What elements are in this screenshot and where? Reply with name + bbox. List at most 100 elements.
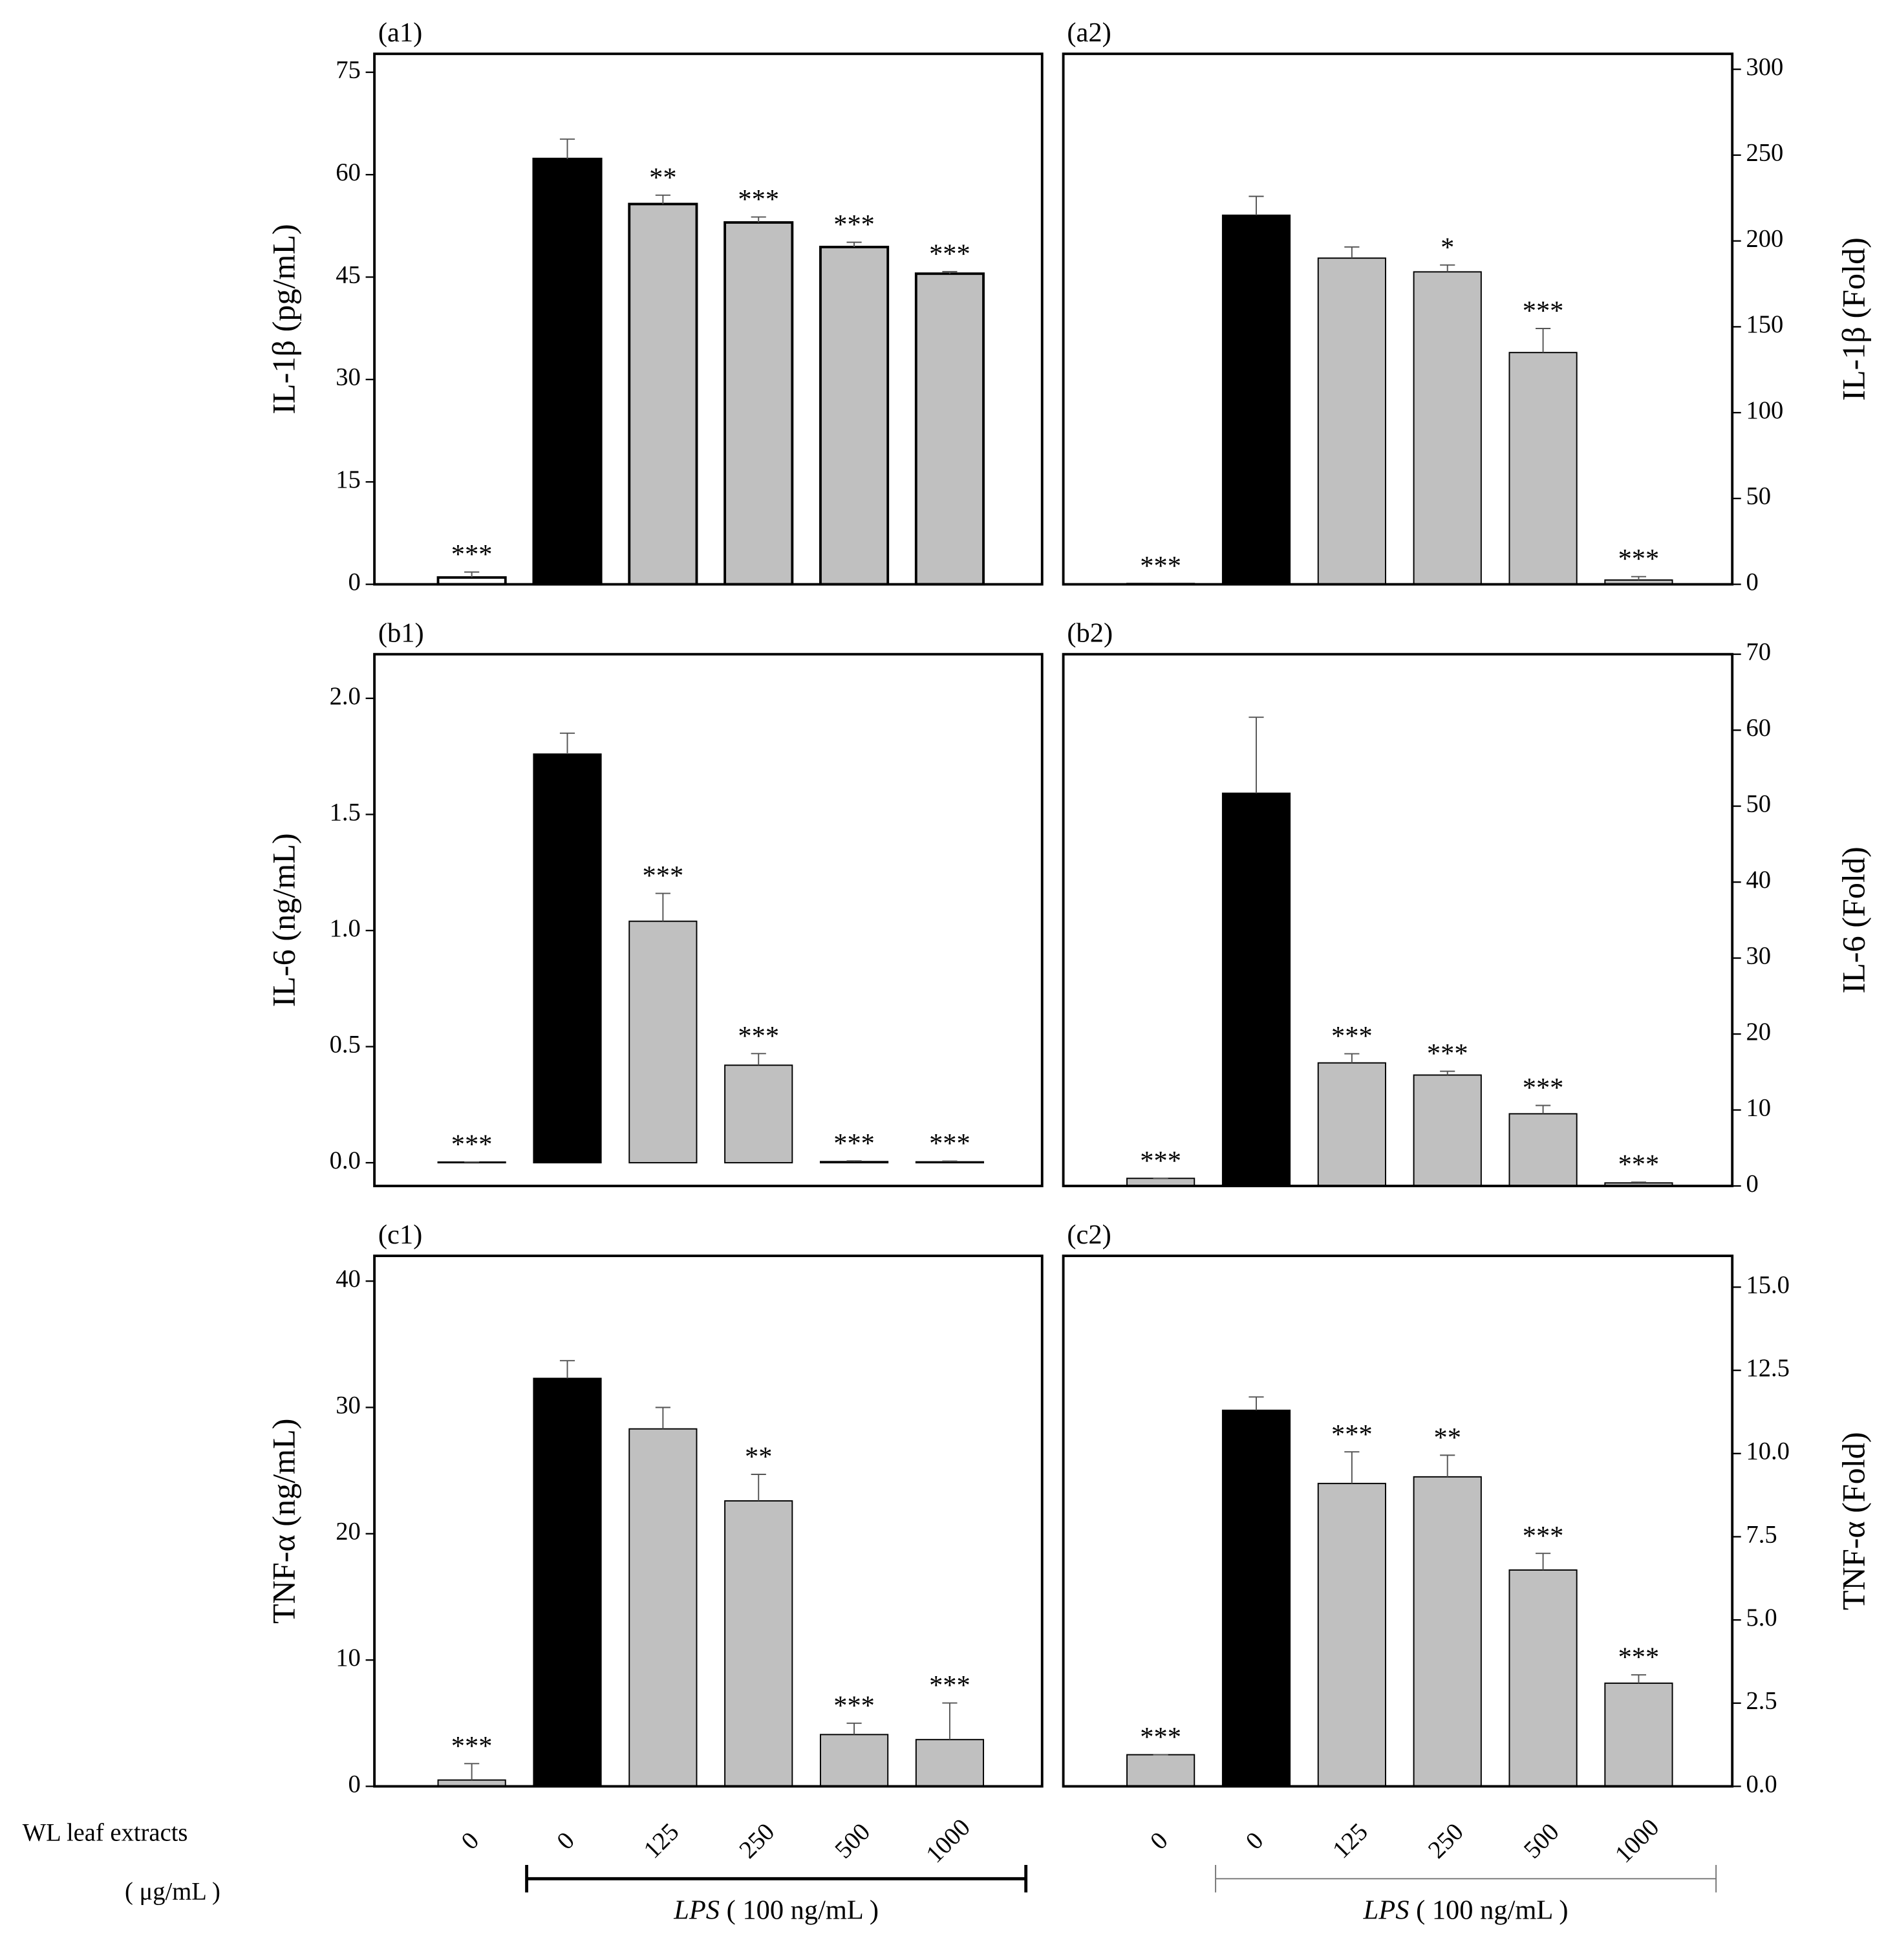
bar [1508,1569,1578,1787]
y-axis-label: IL-1β (Fold) [1836,237,1872,401]
y-axis-label: IL-6 (Fold) [1836,846,1872,993]
group-dose: ( 100 ng/mL ) [727,1895,879,1925]
bar [532,157,603,586]
significance: *** [1140,1146,1181,1176]
error-bar [655,194,670,204]
bar [1508,352,1578,585]
significance: *** [833,1128,875,1159]
x-tick-label: 0 [552,1827,580,1855]
significance: *** [451,1731,493,1761]
error-bar [655,1406,670,1429]
group-name: LPS [673,1895,720,1925]
bar [724,1064,793,1164]
bar [1221,1409,1291,1787]
bar [628,920,698,1164]
y-tick-label: 0 [1746,1170,1758,1198]
error-bar [1344,1053,1360,1063]
error-bar [464,1763,480,1780]
y-tick-label: 20 [336,1518,361,1545]
group-dose: ( 100 ng/mL ) [1416,1895,1568,1925]
y-tick-label: 40 [336,1265,361,1293]
y-tick-label: 75 [336,57,361,84]
y-axis-label: IL-6 (ng/mL) [265,833,301,1007]
error-bar [1344,1451,1360,1484]
y-tick-label: 200 [1746,225,1783,252]
significance: *** [643,861,684,891]
error-bar [1249,1396,1264,1410]
error-bar [1440,1454,1455,1477]
error-bar [464,571,480,578]
bar [1221,792,1291,1187]
bar [1317,257,1386,585]
significance: *** [738,1021,779,1051]
error-bar [942,1702,958,1740]
y-tick-label: 10 [1746,1094,1771,1121]
y-tick-label: 60 [1746,715,1771,742]
error-bar [846,1722,862,1735]
bar [724,1500,793,1787]
bar [819,1734,889,1787]
significance: *** [1523,1521,1564,1551]
significance: ** [1433,1423,1461,1453]
y-tick-label: 70 [1746,639,1771,666]
significance: *** [1523,1073,1564,1103]
y-tick-label: 300 [1746,54,1783,81]
group-bracket [1215,1865,1717,1893]
error-bar [1344,246,1360,259]
significance: ** [745,1442,772,1472]
y-tick-label: 50 [1746,791,1771,818]
significance: *** [833,1690,875,1721]
significance: *** [1618,544,1660,574]
y-tick-label: 10 [336,1644,361,1672]
error-bar [942,1160,958,1162]
significance: *** [929,239,970,270]
significance: *** [929,1670,970,1701]
y-tick-label: 15.0 [1746,1271,1790,1298]
x-tick-label: 250 [1423,1818,1469,1864]
bar [915,1161,985,1164]
significance: *** [738,184,779,215]
bar [819,246,890,586]
x-tick-label: 1000 [921,1814,976,1868]
row-title: WL leaf extracts [23,1820,188,1847]
y-tick-label: 0 [1746,568,1758,596]
bar [914,272,985,586]
error-bar [1631,1674,1647,1683]
y-tick-label: 7.5 [1746,1521,1777,1548]
x-tick-label: 0 [456,1827,484,1855]
error-bar [559,1360,575,1379]
y-tick-label: 0.0 [1746,1771,1777,1798]
y-tick-label: 0 [348,568,361,596]
bar [1413,1476,1482,1787]
plot-frame [373,652,1044,1187]
significance: *** [1331,1419,1373,1450]
y-axis-label: IL-1β (pg/mL) [265,224,301,414]
y-tick-label: 0.0 [330,1147,361,1174]
bar [628,1428,698,1787]
error-bar [559,138,575,159]
y-tick-label: 250 [1746,140,1783,167]
significance: *** [833,210,875,240]
y-tick-label: 30 [336,364,361,391]
y-tick-label: 20 [1746,1018,1771,1046]
bar [1126,1754,1195,1787]
error-bar [1249,195,1264,215]
y-tick-label: 0.5 [330,1031,361,1058]
significance: ** [649,162,676,193]
panel-label: (c1) [378,1220,422,1250]
significance: *** [451,539,493,570]
error-bar [1631,1181,1647,1183]
plot-frame [1062,52,1734,586]
panel-label: (b2) [1067,618,1113,648]
y-tick-label: 15 [336,466,361,493]
bar [1221,214,1291,585]
y-axis-label: TNF-α (ng/mL) [265,1419,301,1624]
y-tick-label: 2.0 [330,683,361,710]
error-bar [559,732,575,755]
plot-frame [1062,1255,1734,1788]
bar [1508,1113,1578,1187]
error-bar [1249,716,1264,793]
plot-frame [373,52,1044,586]
error-bar [751,1053,766,1066]
y-tick-label: 150 [1746,311,1783,338]
